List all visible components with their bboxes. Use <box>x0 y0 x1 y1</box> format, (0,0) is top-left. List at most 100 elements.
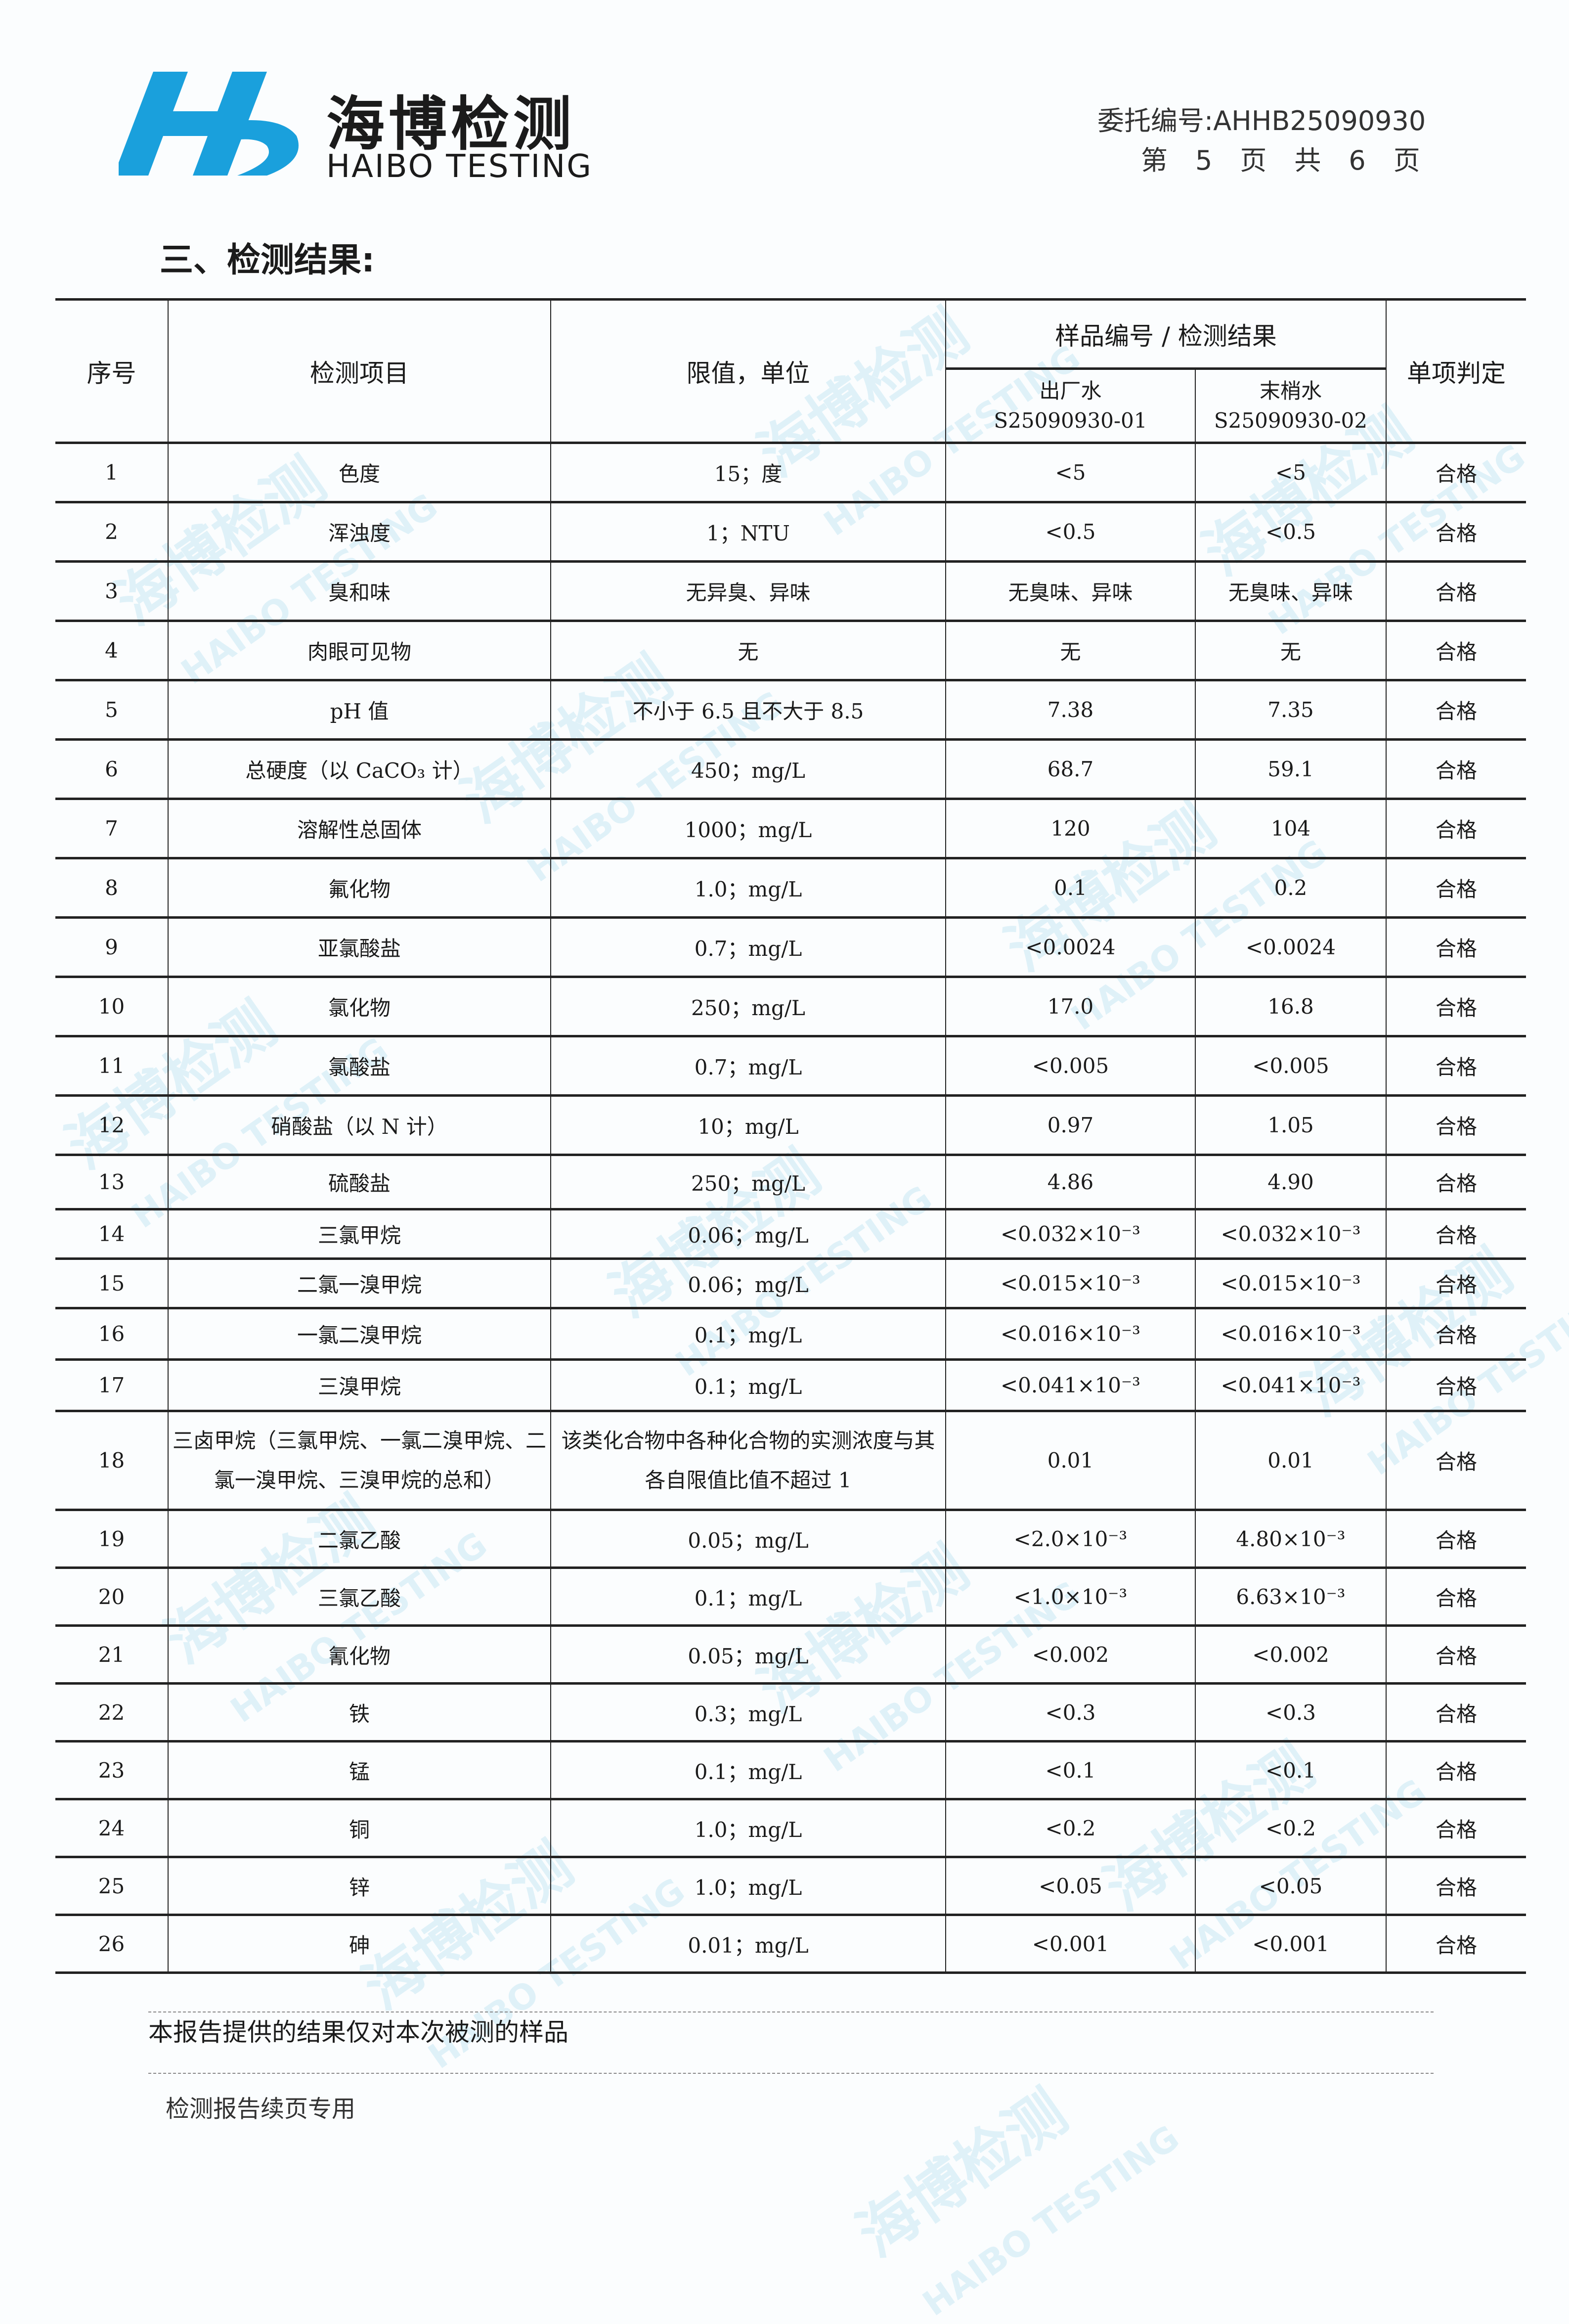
test-item: pH 值 <box>168 679 551 740</box>
limit-unit: 该类化合物中各种化合物的实测浓度与其各自限值比值不超过 1 <box>550 1410 946 1511</box>
sample-1-result: <0.3 <box>945 1683 1196 1742</box>
test-item: 砷 <box>168 1914 551 1973</box>
limit-unit: 1.0；mg/L <box>550 857 946 918</box>
limit-unit: 0.3；mg/L <box>550 1683 946 1742</box>
test-item: 氟化物 <box>168 857 551 918</box>
row-number: 16 <box>55 1307 169 1360</box>
sample-2-result: <0.5 <box>1194 501 1387 562</box>
row-number: 19 <box>55 1509 169 1568</box>
sample-2-result: <0.3 <box>1194 1683 1387 1742</box>
verdict: 合格 <box>1386 561 1526 622</box>
sample-2-result: 59.1 <box>1194 739 1387 800</box>
sample-2-result: <0.1 <box>1194 1741 1387 1800</box>
table-row: 24 铜 1.0；mg/L <0.2 <0.2 合格 <box>55 1798 1526 1858</box>
limit-unit: 0.1；mg/L <box>550 1359 946 1412</box>
limit-unit: 1.0；mg/L <box>550 1856 946 1916</box>
header-sample-1: 出厂水 S25090930-01 <box>946 368 1196 444</box>
watermark-text: 海博检测 <box>845 2077 1080 2271</box>
verdict: 合格 <box>1386 917 1526 978</box>
verdict: 合格 <box>1386 1914 1526 1973</box>
header-sample-2: 末梢水 S25090930-02 <box>1194 368 1387 444</box>
table-row: 20 三氯乙酸 0.1；mg/L <1.0×10⁻³ 6.63×10⁻³ 合格 <box>55 1567 1526 1626</box>
test-item: 锰 <box>168 1741 551 1800</box>
row-number: 3 <box>55 561 169 622</box>
sample-1-result: <0.041×10⁻³ <box>945 1359 1196 1412</box>
row-number: 5 <box>55 679 169 740</box>
verdict: 合格 <box>1386 1035 1526 1096</box>
total-unit: 页 <box>1393 145 1420 176</box>
table-row: 2 浑浊度 1；NTU <0.5 <0.5 合格 <box>55 501 1526 562</box>
table-row: 26 砷 0.01；mg/L <0.001 <0.001 合格 <box>55 1914 1526 1973</box>
logo-english-name: HAIBO TESTING <box>326 148 593 185</box>
limit-unit: 450；mg/L <box>550 739 946 800</box>
table-row: 12 硝酸盐（以 N 计） 10；mg/L 0.97 1.05 合格 <box>55 1095 1526 1156</box>
footer-divider-bottom <box>148 2073 1434 2074</box>
limit-unit: 250；mg/L <box>550 976 946 1037</box>
limit-unit: 0.1；mg/L <box>550 1307 946 1360</box>
verdict: 合格 <box>1386 620 1526 681</box>
row-number: 25 <box>55 1856 169 1916</box>
sample-1-result: <0.015×10⁻³ <box>945 1258 1196 1309</box>
table-row: 14 三氯甲烷 0.06；mg/L <0.032×10⁻³ <0.032×10⁻³ 合格 <box>55 1208 1526 1259</box>
verdict: 合格 <box>1386 798 1526 859</box>
table-row: 10 氯化物 250；mg/L 17.0 16.8 合格 <box>55 976 1526 1037</box>
sample-1-result: <0.016×10⁻³ <box>945 1307 1196 1360</box>
company-logo: 海博检测 HAIBO TESTING <box>119 62 613 190</box>
row-number: 4 <box>55 620 169 681</box>
limit-unit: 0.1；mg/L <box>550 1567 946 1626</box>
sample-2-result: <0.001 <box>1194 1914 1387 1973</box>
sample-2-result: 16.8 <box>1194 976 1387 1037</box>
sample-1-result: <0.2 <box>945 1798 1196 1858</box>
sample-2-result: <0.2 <box>1194 1798 1387 1858</box>
sample-1-result: 68.7 <box>945 739 1196 800</box>
limit-unit: 无 <box>550 620 946 681</box>
test-item: 二氯乙酸 <box>168 1509 551 1568</box>
sample-2-result: 104 <box>1194 798 1387 859</box>
limit-unit: 0.1；mg/L <box>550 1741 946 1800</box>
table-row: 17 三溴甲烷 0.1；mg/L <0.041×10⁻³ <0.041×10⁻³ 合格 <box>55 1359 1526 1412</box>
limit-unit: 250；mg/L <box>550 1154 946 1210</box>
sample-1-result: <0.001 <box>945 1914 1196 1973</box>
sample-1-result: 120 <box>945 798 1196 859</box>
footer-continuation: 检测报告续页专用 <box>166 2095 356 2123</box>
sample-2-result: <0.002 <box>1194 1625 1387 1684</box>
limit-unit: 0.7；mg/L <box>550 1035 946 1096</box>
verdict: 合格 <box>1386 1208 1526 1259</box>
results-table: 序号 检测项目 限值，单位 样品编号 / 检测结果 单项判定 出厂水 S25090… <box>55 298 1526 1974</box>
verdict: 合格 <box>1386 442 1526 503</box>
row-number: 9 <box>55 917 169 978</box>
table-row: 18 三卤甲烷（三氯甲烷、一氯二溴甲烷、二氯一溴甲烷、三溴甲烷的总和） 该类化合物中… <box>55 1410 1526 1511</box>
sample-1-result: <0.5 <box>945 501 1196 562</box>
table-row: 9 亚氯酸盐 0.7；mg/L <0.0024 <0.0024 合格 <box>55 917 1526 978</box>
verdict: 合格 <box>1386 1258 1526 1309</box>
row-number: 1 <box>55 442 169 503</box>
sample-2-name: 末梢水 <box>1260 378 1322 403</box>
limit-unit: 0.06；mg/L <box>550 1208 946 1259</box>
limit-unit: 10；mg/L <box>550 1095 946 1156</box>
verdict: 合格 <box>1386 501 1526 562</box>
table-row: 4 肉眼可见物无无无合格 <box>55 620 1526 681</box>
verdict: 合格 <box>1386 1509 1526 1568</box>
footer-divider-top <box>148 2011 1434 2012</box>
sample-2-result: 6.63×10⁻³ <box>1194 1567 1387 1626</box>
results-body: 1 色度 15；度 <5 <5 合格 2 浑浊度 1；NTU <0.5 <0.5 合格 3 臭和味 无异臭、… <box>55 442 1526 1973</box>
test-item: 三卤甲烷（三氯甲烷、一氯二溴甲烷、二氯一溴甲烷、三溴甲烷的总和） <box>168 1410 551 1511</box>
limit-unit: 不小于 6.5 且不大于 8.5 <box>550 679 946 740</box>
table-row: 11 氯酸盐 0.7；mg/L <0.005 <0.005 合格 <box>55 1035 1526 1096</box>
table-row: 8 氟化物 1.0；mg/L 0.1 0.2 合格 <box>55 857 1526 918</box>
row-number: 7 <box>55 798 169 859</box>
header-limit: 限值，单位 <box>550 299 946 444</box>
test-item: 亚氯酸盐 <box>168 917 551 978</box>
sample-1-result: 17.0 <box>945 976 1196 1037</box>
row-number: 14 <box>55 1208 169 1259</box>
test-item: 一氯二溴甲烷 <box>168 1307 551 1360</box>
sample-1-result: <5 <box>945 442 1196 503</box>
total-prefix: 共 <box>1294 145 1321 176</box>
limit-unit: 无异臭、异味 <box>550 561 946 622</box>
sample-2-result: 无 <box>1194 620 1387 681</box>
test-item: 总硬度（以 CaCO₃ 计） <box>168 739 551 800</box>
row-number: 8 <box>55 857 169 918</box>
row-number: 15 <box>55 1258 169 1309</box>
